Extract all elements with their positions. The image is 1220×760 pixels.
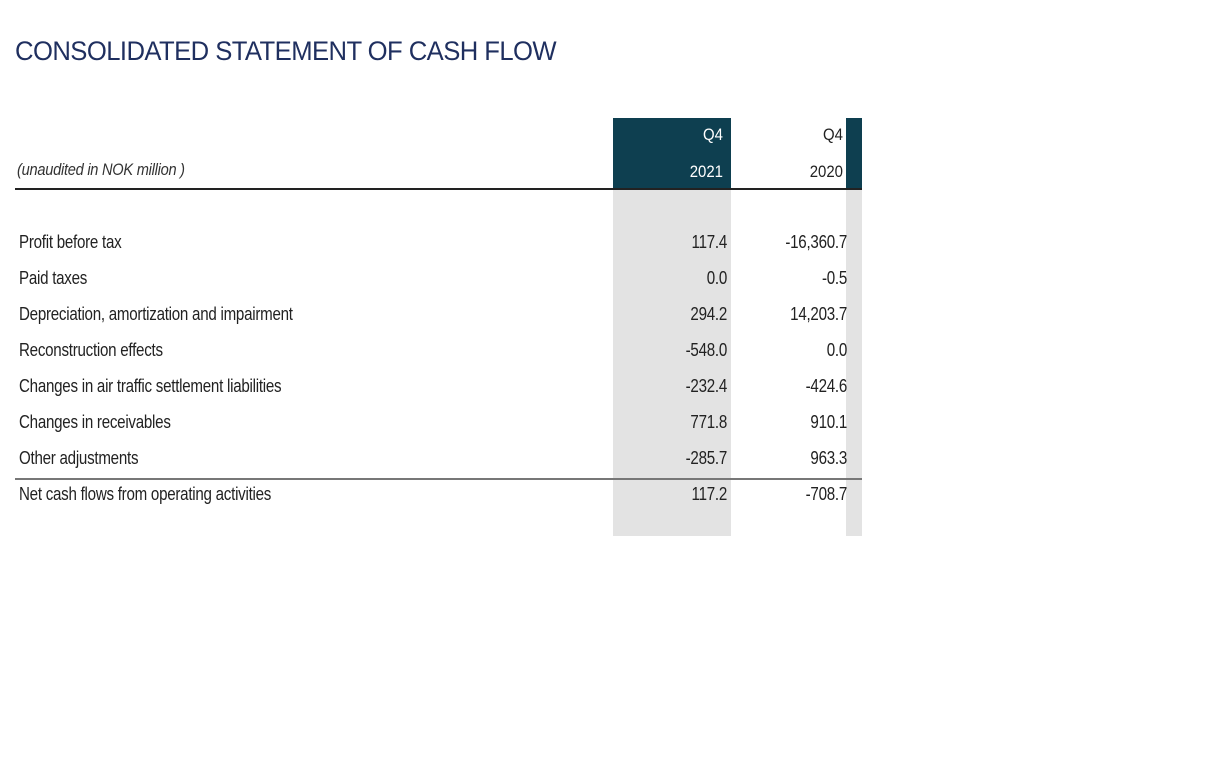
- row-label: Depreciation, amortization and impairmen…: [19, 304, 293, 324]
- header-2020-quarter: Q4: [823, 125, 843, 144]
- value-2020: 910.1: [810, 412, 847, 432]
- value-2021: 294.2: [690, 304, 727, 324]
- total-label: Net cash flows from operating activities: [19, 484, 272, 504]
- total-divider: [15, 478, 862, 480]
- table-row: Changes in receivables 771.8 910.1: [0, 410, 870, 440]
- table-row: Profit before tax 117.4 -16,360.7: [0, 230, 870, 260]
- column-shade-2020: [846, 188, 862, 536]
- value-2021: -232.4: [685, 376, 728, 396]
- page-title: CONSOLIDATED STATEMENT OF CASH FLOW: [15, 36, 557, 66]
- value-2021: -285.7: [685, 448, 728, 468]
- units-note: (unaudited in NOK million ): [17, 160, 185, 179]
- value-2021: 771.8: [690, 412, 727, 432]
- row-label: Profit before tax: [19, 232, 122, 252]
- value-2021: 0.0: [706, 268, 728, 288]
- column-header-2021: [613, 118, 731, 188]
- row-label: Changes in air traffic settlement liabil…: [19, 376, 282, 396]
- total-row: Net cash flows from operating activities…: [0, 482, 870, 512]
- value-2020: -424.6: [805, 376, 848, 396]
- row-label: Changes in receivables: [19, 412, 171, 432]
- row-label: Reconstruction effects: [19, 340, 163, 360]
- value-2020: -16,360.7: [785, 232, 847, 252]
- row-label: Other adjustments: [19, 448, 139, 468]
- value-2021: -548.0: [685, 340, 728, 360]
- header-divider: [15, 188, 862, 190]
- value-2020: 963.3: [810, 448, 847, 468]
- table-row: Reconstruction effects -548.0 0.0: [0, 338, 870, 368]
- value-2021: 117.4: [691, 232, 728, 252]
- header-2021-year: 2021: [689, 162, 723, 181]
- row-label: Paid taxes: [19, 268, 88, 288]
- table-row: Depreciation, amortization and impairmen…: [0, 302, 870, 332]
- table-row: Changes in air traffic settlement liabil…: [0, 374, 870, 404]
- column-header-2020-accent: [846, 118, 862, 188]
- header-2020-year: 2020: [809, 162, 843, 181]
- total-value-2020: -708.7: [805, 484, 848, 504]
- value-2020: -0.5: [821, 268, 847, 288]
- value-2020: 14,203.7: [790, 304, 847, 324]
- value-2020: 0.0: [826, 340, 848, 360]
- total-value-2021: 117.2: [691, 484, 728, 504]
- table-row: Paid taxes 0.0 -0.5: [0, 266, 870, 296]
- header-2021-quarter: Q4: [703, 125, 723, 144]
- table-row: Other adjustments -285.7 963.3: [0, 446, 870, 476]
